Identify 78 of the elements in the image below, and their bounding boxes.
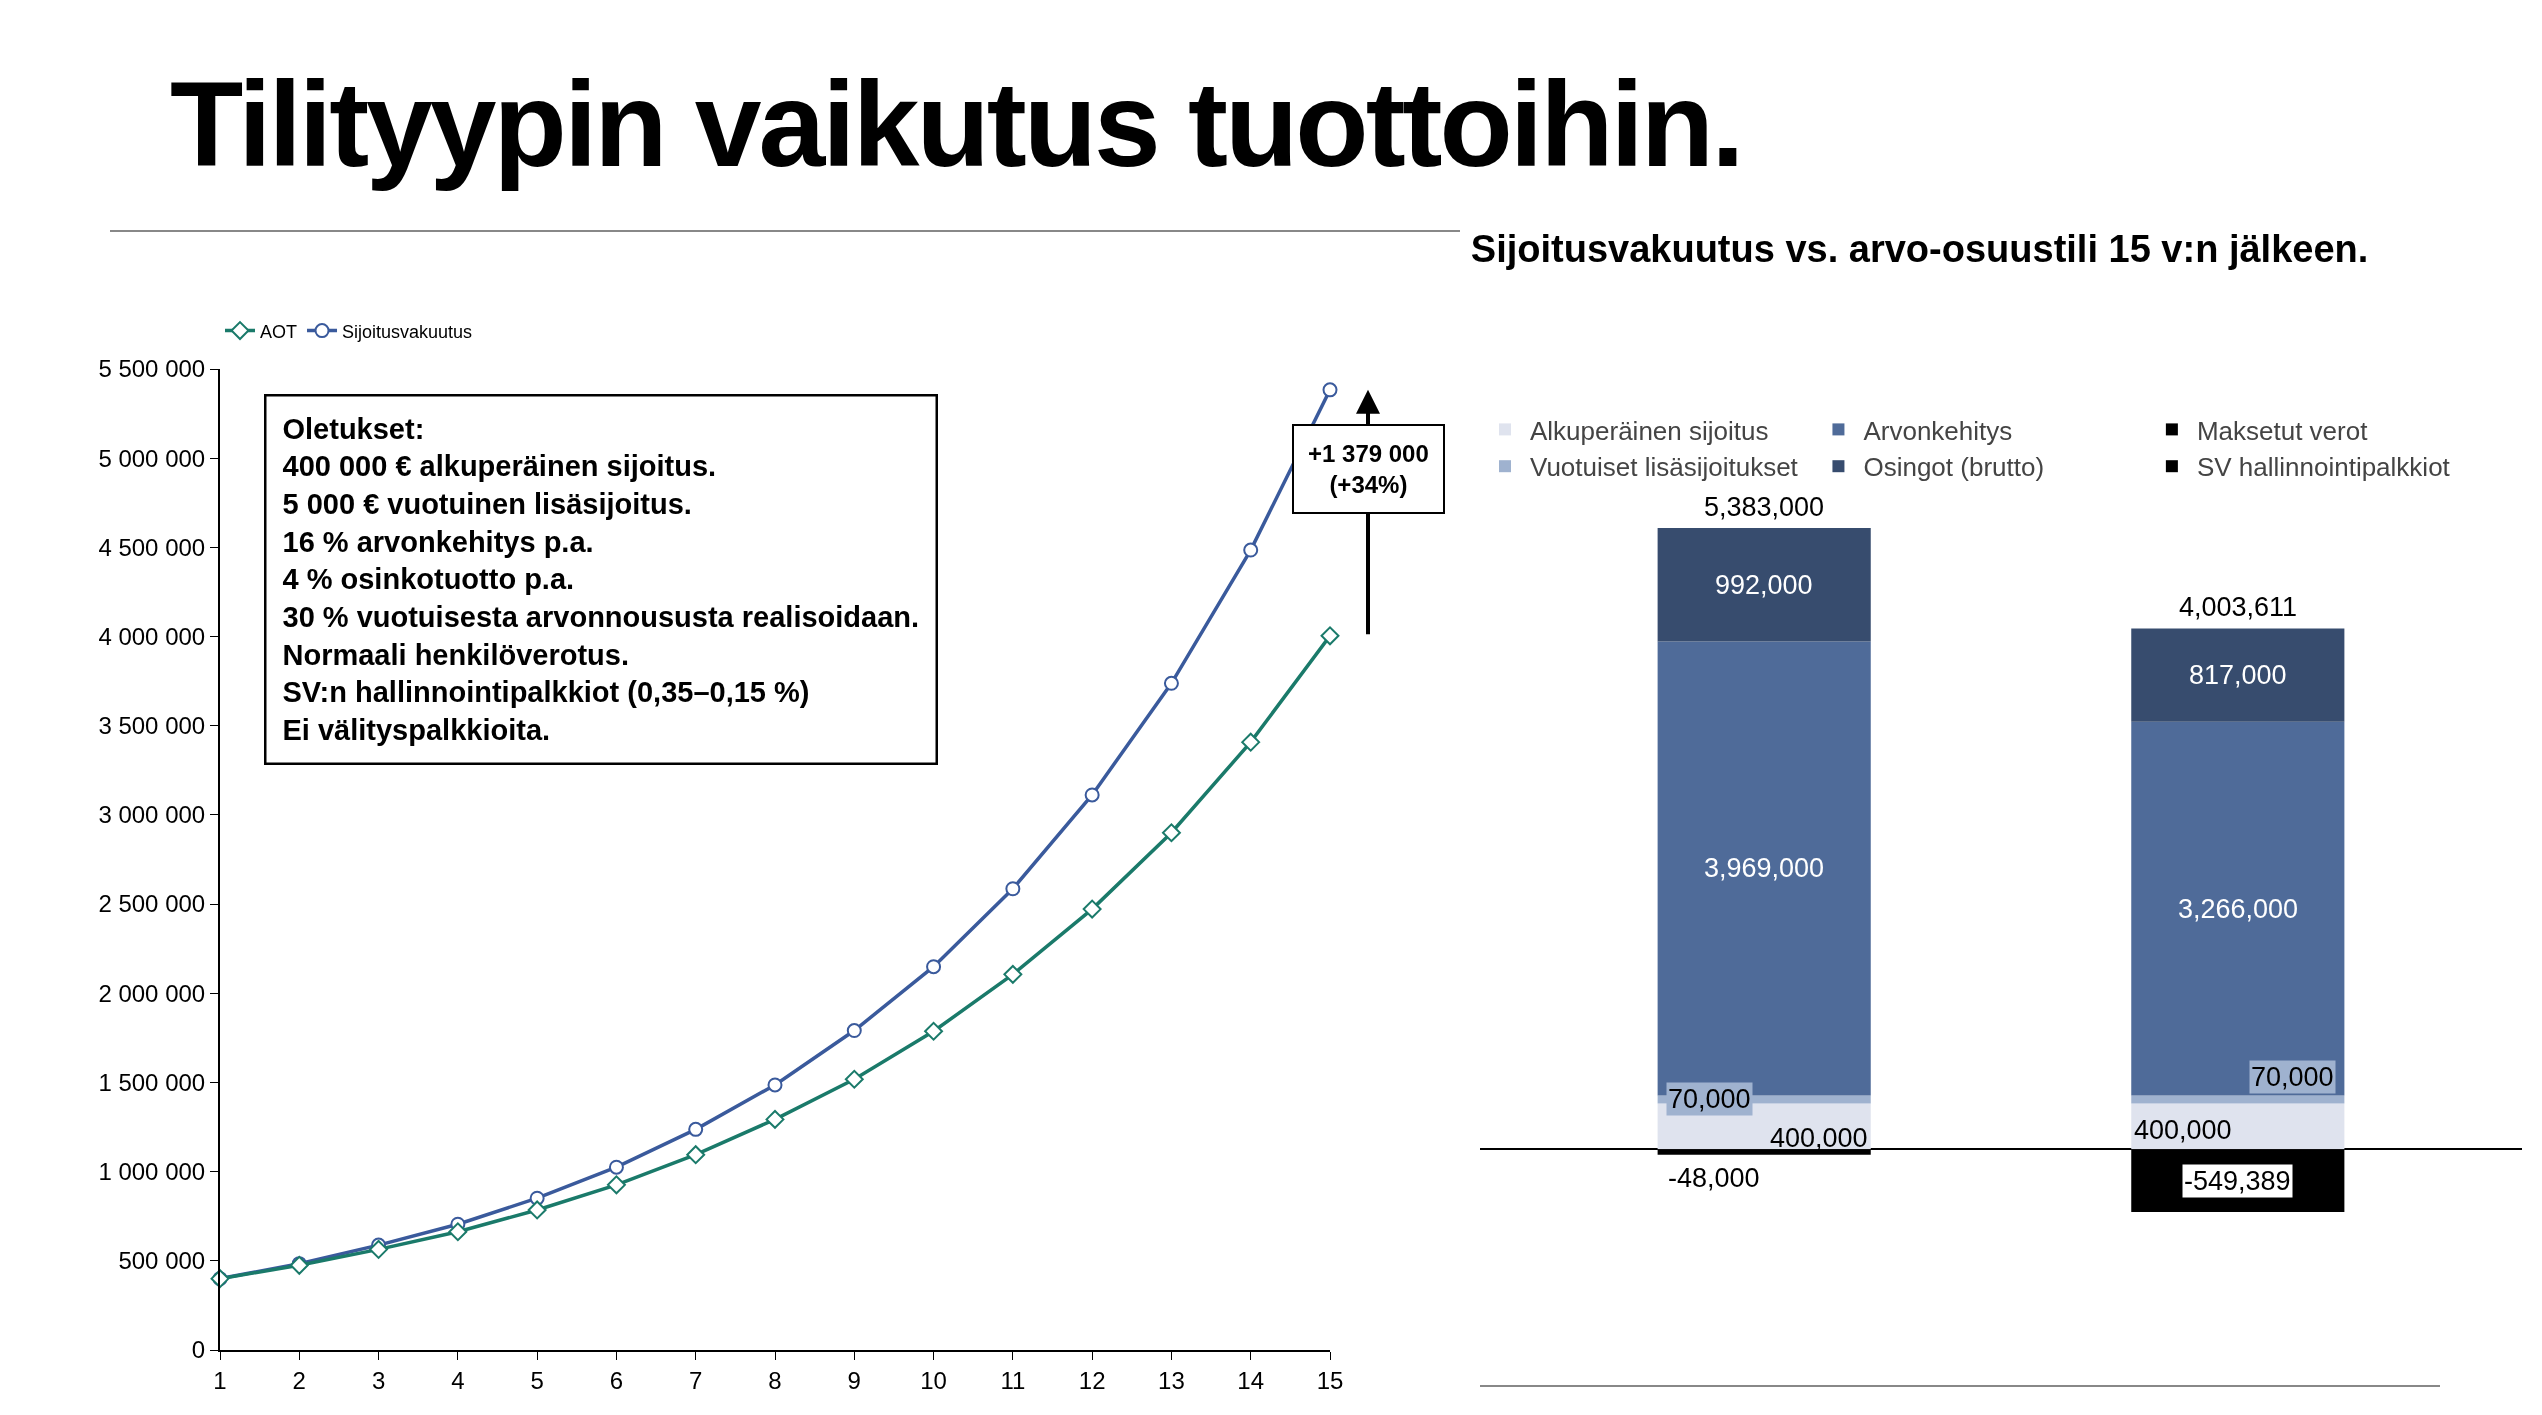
x-tick-label: 5 — [530, 1366, 544, 1394]
y-tick-label: 2 000 000 — [98, 979, 206, 1007]
point — [527, 1200, 547, 1220]
legend-label: Alkuperäinen sijoitus — [1530, 415, 1769, 446]
total-label: 4,003,611 — [2179, 592, 2298, 622]
y-tick-label: 4 500 000 — [98, 533, 206, 561]
text: Oletukset: 400 000 € alkuperäinen sijoitus. 5 000 € vuotuinen lisäsijoitus. 16 % arvonkehitys p.a. 4 % osinkotuotto p.a. 30 % vuotuisesta arvonnoususta realisoidaan. Normaali henkilöverotus. SV:n hallinnointipalkkiot (0,35–0,15 %) Ei välityspalkkioita. — [282, 412, 920, 747]
data-label: 3,266,000 — [2178, 894, 2299, 924]
data-label: 3,969,000 — [1704, 853, 1825, 883]
point — [844, 1069, 864, 1089]
x-tick-label: 14 — [1237, 1366, 1265, 1394]
x-tick-label: 13 — [1158, 1366, 1185, 1394]
data-label: 817,000 — [2189, 660, 2287, 690]
x-tick-label: 3 — [371, 1366, 386, 1394]
bar — [1657, 528, 1871, 642]
point — [1243, 542, 1259, 558]
total-label: 5,383,000 — [1704, 492, 1825, 522]
x-tick-label: 9 — [847, 1366, 861, 1394]
x-tick-label: 12 — [1078, 1366, 1106, 1394]
y-tick-label: 3 000 000 — [98, 801, 206, 829]
data-label: 400,000 — [1770, 1123, 1868, 1153]
y-tick-label: 5 500 000 — [98, 355, 206, 383]
point — [688, 1121, 704, 1137]
data-label: 992,000 — [1715, 570, 1813, 600]
legend-label: SV hallinnointipalkkiot — [2196, 452, 2451, 483]
bar — [2131, 721, 2345, 1096]
point — [369, 1239, 389, 1259]
chart-title: Sijoitusvakuutus vs. arvo-osuustili 15 v:n jälkeen. — [1470, 228, 2369, 270]
chart-title: Tilityypin vaikutus tuottoihin. — [170, 56, 1742, 193]
y-tick-label: 0 — [191, 1336, 206, 1364]
legend-label: Maksetut verot — [2196, 415, 2369, 446]
annotation: +1 379 000 (+34%) — [1308, 440, 1429, 499]
legend-label: Vuotuiset lisäsijoitukset — [1530, 452, 1799, 483]
data-label: 70,000 — [2251, 1062, 2334, 1092]
x-tick-label: 7 — [689, 1366, 703, 1394]
point — [767, 1077, 783, 1093]
point — [1003, 964, 1023, 984]
point — [1320, 626, 1340, 646]
point — [1241, 732, 1261, 752]
y-tick-label: 3 500 000 — [98, 712, 206, 740]
data-label: -549,389 — [2184, 1166, 2291, 1196]
data-label: 70,000 — [1668, 1084, 1751, 1114]
point — [1161, 823, 1181, 843]
legend-label: AOT — [260, 321, 298, 342]
y-tick-label: 4 000 000 — [98, 622, 206, 650]
point — [1163, 675, 1179, 691]
data-label: -48,000 — [1668, 1163, 1760, 1193]
bar — [2131, 628, 2345, 722]
x-tick-label: 8 — [768, 1366, 782, 1394]
y-tick-label: 1 000 000 — [98, 1158, 206, 1186]
x-tick-label: 6 — [609, 1366, 624, 1394]
point — [1082, 899, 1102, 919]
y-tick-label: 5 000 000 — [98, 444, 206, 472]
point — [608, 1159, 624, 1175]
bar — [2131, 1103, 2345, 1150]
point — [1084, 787, 1100, 803]
x-tick-label: 4 — [451, 1366, 465, 1394]
legend-label: Sijoitusvakuutus — [342, 321, 473, 342]
point — [448, 1222, 468, 1242]
x-tick-label: 2 — [292, 1366, 306, 1394]
point — [846, 1023, 862, 1039]
x-tick-label: 1 — [213, 1366, 227, 1394]
x-tick-label: 10 — [920, 1366, 947, 1394]
x-tick-label: 15 — [1316, 1366, 1344, 1394]
data-label: 400,000 — [2134, 1115, 2232, 1145]
legend-label: Arvonkehitys — [1863, 415, 2013, 446]
point — [926, 959, 942, 975]
point — [1322, 382, 1338, 398]
y-tick-label: 1 500 000 — [98, 1068, 206, 1096]
point — [606, 1175, 626, 1195]
point — [686, 1145, 706, 1165]
point — [765, 1109, 785, 1129]
point — [924, 1021, 944, 1041]
y-tick-label: 500 000 — [118, 1247, 206, 1275]
y-tick-label: 2 500 000 — [98, 890, 206, 918]
point — [1005, 881, 1021, 897]
legend-label: Osingot (brutto) — [1863, 452, 2045, 483]
x-tick-label: 11 — [1000, 1366, 1026, 1394]
